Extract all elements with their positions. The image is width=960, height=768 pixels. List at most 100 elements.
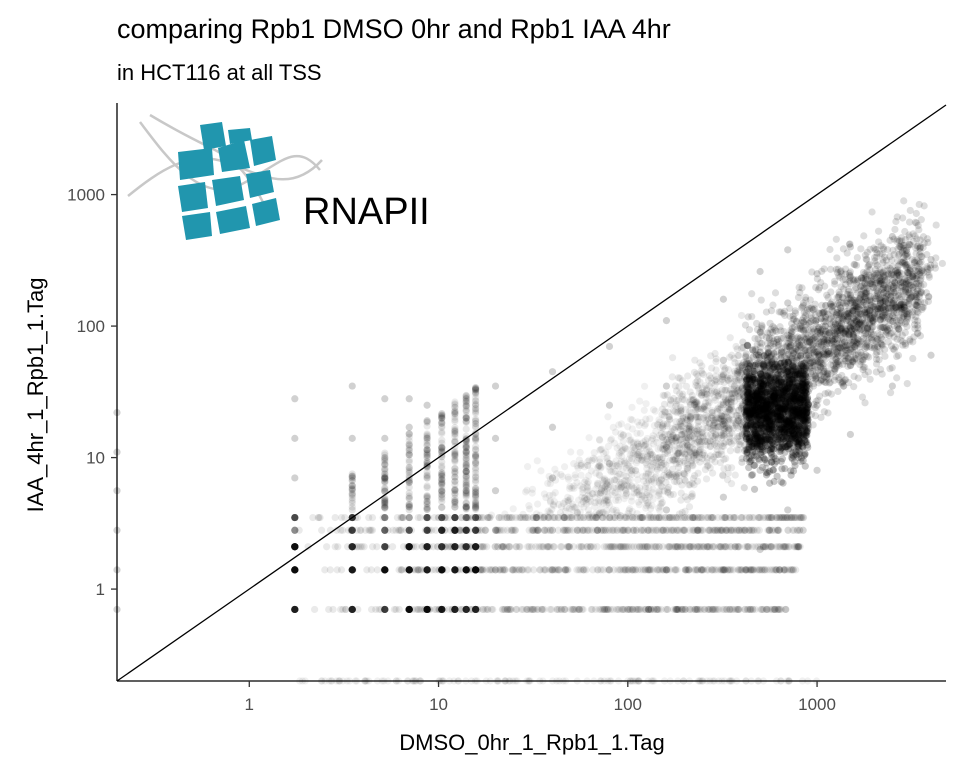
data-point [291, 566, 299, 574]
data-point [381, 513, 389, 522]
data-point [381, 504, 389, 512]
data-point [381, 474, 389, 482]
data-point [405, 502, 413, 511]
data-point [381, 470, 389, 479]
data-point [565, 475, 573, 483]
data-point [381, 473, 389, 481]
data-point [727, 526, 736, 534]
data-point [735, 351, 743, 360]
data-point [405, 566, 413, 574]
data-point [588, 512, 596, 520]
data-point [390, 605, 398, 614]
data-point [548, 566, 557, 574]
data-point [767, 307, 776, 315]
data-point [807, 326, 816, 334]
data-point [381, 526, 389, 534]
data-point [472, 450, 480, 458]
data-point [668, 354, 677, 362]
data-point [405, 543, 413, 551]
data-point [381, 566, 389, 574]
data-point [405, 513, 413, 522]
data-point [291, 543, 299, 551]
data-point [405, 605, 413, 614]
data-point [451, 451, 459, 460]
data-point [424, 566, 432, 574]
data-point [712, 366, 720, 374]
data-point [573, 566, 581, 574]
data-point [462, 403, 470, 411]
data-point [405, 395, 413, 403]
data-point [575, 605, 583, 614]
data-point [630, 526, 638, 534]
data-point [645, 443, 653, 451]
data-point [291, 566, 299, 574]
data-point [405, 466, 413, 474]
data-point [438, 412, 446, 420]
data-point [451, 513, 459, 522]
data-point [381, 513, 389, 522]
data-point [813, 466, 821, 474]
data-point [405, 566, 413, 574]
data-point [381, 605, 389, 614]
data-point [772, 566, 780, 574]
data-point [557, 605, 566, 614]
data-point [927, 256, 935, 264]
data-point [605, 342, 614, 351]
data-point [605, 401, 614, 409]
data-point [381, 566, 389, 574]
data-point [592, 605, 600, 614]
data-point [348, 526, 356, 534]
data-point [348, 605, 356, 614]
data-point [423, 401, 431, 409]
data-point [291, 566, 299, 574]
data-point [528, 605, 537, 614]
data-point [491, 526, 500, 534]
data-point [381, 543, 389, 551]
data-point [595, 499, 603, 507]
data-point [601, 605, 609, 614]
data-point [291, 543, 299, 551]
data-point [405, 543, 413, 551]
data-point [472, 434, 480, 442]
data-point [748, 543, 756, 551]
data-point [440, 526, 449, 534]
data-point [291, 566, 299, 574]
data-point [291, 605, 299, 614]
data-point [528, 543, 536, 551]
data-point [381, 495, 389, 503]
data-point [291, 566, 299, 574]
data-point [546, 526, 554, 534]
data-point [291, 543, 299, 551]
data-point [381, 566, 389, 574]
data-point [291, 513, 299, 522]
data-point [646, 451, 654, 459]
data-point [348, 489, 356, 497]
data-point [381, 605, 389, 614]
data-point [348, 543, 356, 551]
data-point [405, 605, 413, 614]
data-point [381, 477, 389, 485]
data-point [348, 434, 356, 442]
data-point [601, 526, 609, 534]
data-point [405, 446, 413, 454]
data-point [405, 605, 413, 614]
data-point [468, 605, 476, 614]
data-point [405, 566, 413, 574]
data-point [405, 449, 413, 457]
data-point [595, 435, 604, 444]
data-point [719, 566, 728, 574]
data-point [331, 543, 339, 551]
data-point [513, 605, 521, 614]
data-point [624, 423, 632, 431]
data-point [832, 235, 840, 243]
data-point [756, 605, 765, 614]
data-point [888, 364, 896, 372]
data-point [291, 605, 299, 614]
data-point [405, 605, 413, 614]
data-point [679, 605, 687, 614]
data-point [348, 543, 356, 551]
data-point [784, 246, 792, 254]
data-point [677, 496, 685, 504]
data-point [395, 566, 403, 574]
data-point [405, 543, 413, 551]
